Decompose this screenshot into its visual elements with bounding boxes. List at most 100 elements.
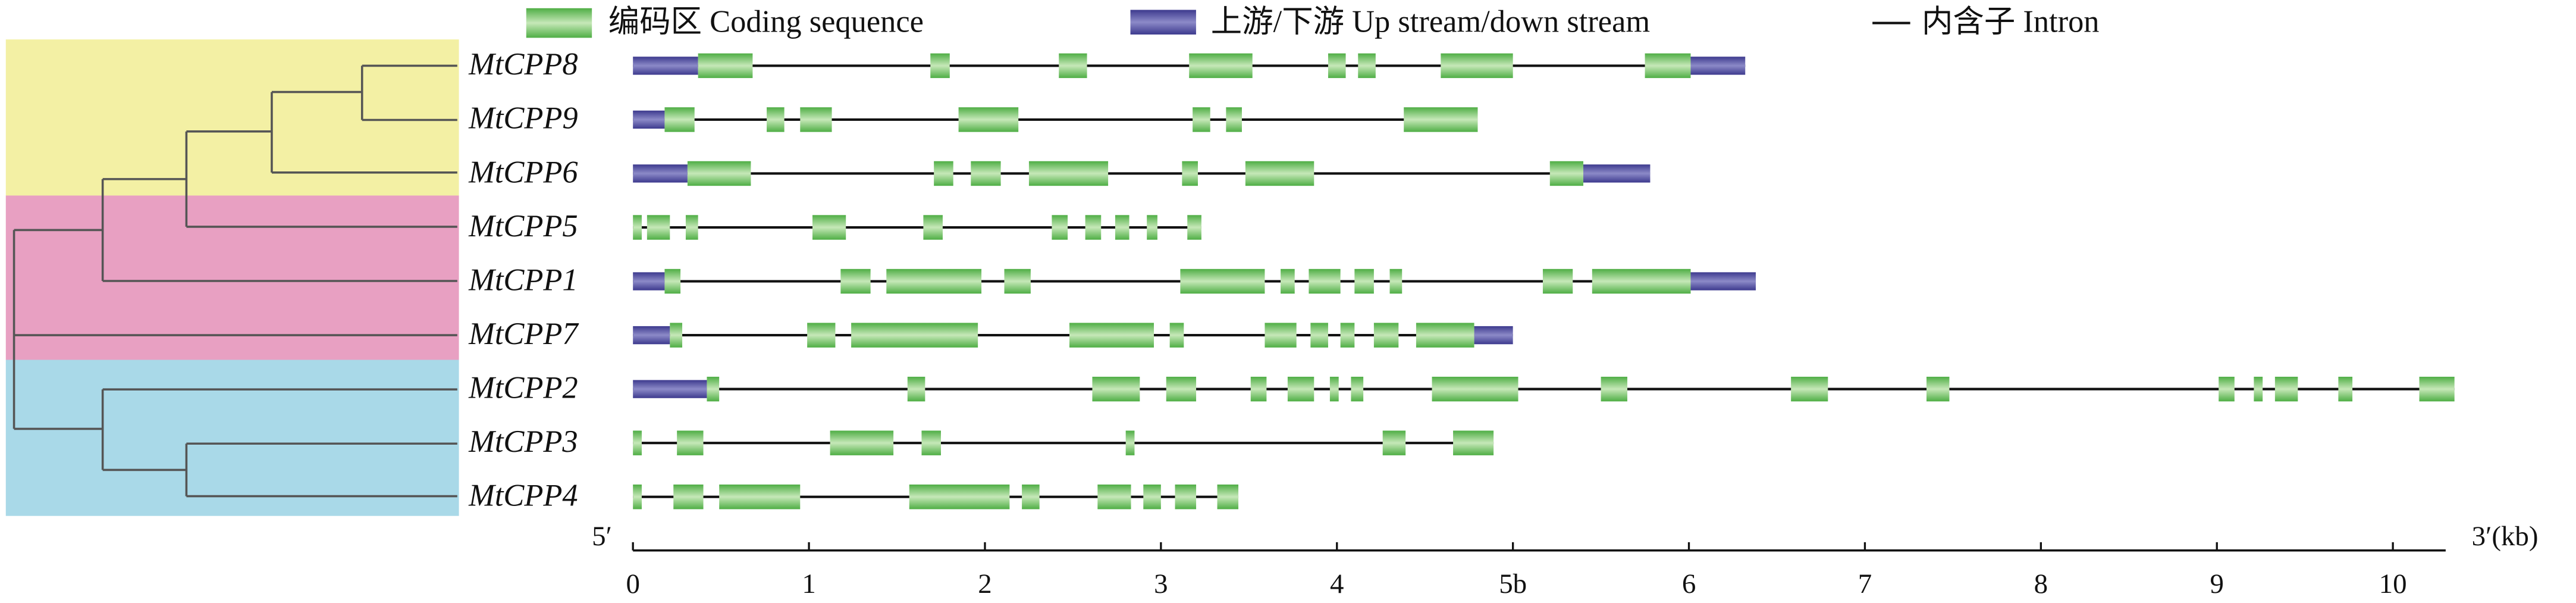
coding-exon (698, 53, 753, 79)
coding-exon (1453, 430, 1494, 455)
x-tick-label: 1 (802, 568, 815, 599)
legend-swatch (1130, 10, 1196, 35)
coding-exon (800, 107, 832, 132)
coding-exon (907, 376, 925, 402)
coding-exon (1404, 107, 1478, 132)
coding-exon (1354, 268, 1374, 294)
coding-exon (886, 268, 982, 294)
coding-exon (1328, 53, 1346, 79)
phylogenetic-tree (12, 64, 457, 498)
coding-exon (1373, 323, 1399, 348)
coding-exon (647, 215, 670, 240)
coding-exon (1791, 376, 1828, 402)
coding-exon (1004, 268, 1031, 294)
coding-exon (2219, 376, 2235, 402)
gene-name: MtCPP9 (468, 101, 578, 136)
coding-exon (673, 484, 704, 510)
clade-background (5, 195, 459, 360)
coding-exon (707, 376, 720, 402)
coding-exon (1182, 161, 1198, 186)
coding-exon (1382, 430, 1406, 455)
coding-exon (1143, 484, 1161, 510)
coding-exon (767, 107, 785, 132)
coding-exon (1432, 376, 1518, 402)
coding-exon (1115, 215, 1129, 240)
coding-exon (1085, 215, 1102, 240)
coding-exon (1309, 268, 1341, 294)
coding-exon (830, 430, 894, 455)
gene-name: MtCPP7 (468, 317, 579, 351)
coding-exon (812, 215, 846, 240)
legend-label: 内含子 Intron (1922, 4, 2100, 39)
coding-exon (1358, 53, 1376, 79)
gene-row: MtCPP2 (468, 370, 2455, 405)
coding-exon (851, 323, 978, 348)
gene-name: MtCPP8 (468, 47, 578, 82)
gene-row: MtCPP4 (468, 478, 1239, 513)
coding-exon (719, 484, 801, 510)
gene-row: MtCPP3 (468, 424, 1494, 459)
x-tick-label: 10 (2379, 568, 2407, 599)
x-tick-label: 2 (978, 568, 992, 599)
utr (1690, 272, 1756, 290)
x-tick-label: 8 (2034, 568, 2048, 599)
coding-exon (664, 268, 681, 294)
utr (633, 57, 698, 75)
coding-exon (1250, 376, 1267, 402)
coding-exon (687, 161, 751, 186)
coding-exon (1022, 484, 1040, 510)
coding-exon (1281, 268, 1295, 294)
coding-exon (909, 484, 1010, 510)
gene-name: MtCPP2 (468, 370, 578, 405)
coding-exon (633, 484, 642, 510)
coding-exon (633, 215, 642, 240)
coding-exon (921, 430, 941, 455)
coding-exon (1441, 53, 1513, 79)
coding-exon (2274, 376, 2298, 402)
gene-row: MtCPP7 (468, 317, 1513, 351)
coding-exon (1926, 376, 1950, 402)
coding-exon (1542, 268, 1573, 294)
coding-exon (664, 107, 695, 132)
coding-exon (2254, 376, 2263, 402)
axis-end-label: 3′(kb) (2472, 521, 2539, 552)
coding-exon (2419, 376, 2455, 402)
coding-exon (1166, 376, 1197, 402)
legend-swatch (526, 8, 592, 38)
coding-exon (1189, 53, 1253, 79)
coding-exon (1416, 323, 1474, 348)
gene-row: MtCPP5 (468, 209, 1201, 243)
gene-row: MtCPP8 (468, 47, 1746, 82)
coding-exon (1028, 161, 1109, 186)
coding-exon (971, 161, 1001, 186)
utr (633, 164, 688, 183)
coding-exon (923, 215, 943, 240)
utr (1583, 164, 1651, 183)
gene-name: MtCPP4 (468, 478, 578, 513)
legend-label: 编码区 Coding sequence (608, 4, 924, 39)
coding-exon (633, 430, 642, 455)
legend: 编码区 Coding sequence 上游/下游 Up stream/down… (526, 4, 2100, 39)
x-tick-label: 3 (1154, 568, 1168, 599)
gene-name: MtCPP1 (468, 263, 578, 297)
coding-exon (1097, 484, 1131, 510)
coding-exon (1329, 376, 1339, 402)
axis-end-label: 5′ (592, 521, 612, 552)
coding-exon (1180, 268, 1265, 294)
coding-exon (1310, 323, 1328, 348)
x-tick-label: 7 (1858, 568, 1872, 599)
gene-row: MtCPP9 (468, 101, 1478, 136)
coding-exon (958, 107, 1019, 132)
coding-exon (670, 323, 683, 348)
coding-exon (685, 215, 698, 240)
coding-exon (934, 161, 953, 186)
coding-exon (1125, 430, 1135, 455)
coding-exon (1059, 53, 1087, 79)
utr (633, 380, 707, 398)
coding-exon (1601, 376, 1627, 402)
gene-name: MtCPP3 (468, 424, 578, 459)
x-tick-label: 4 (1330, 568, 1344, 599)
coding-exon (1340, 323, 1355, 348)
utr (633, 326, 670, 345)
